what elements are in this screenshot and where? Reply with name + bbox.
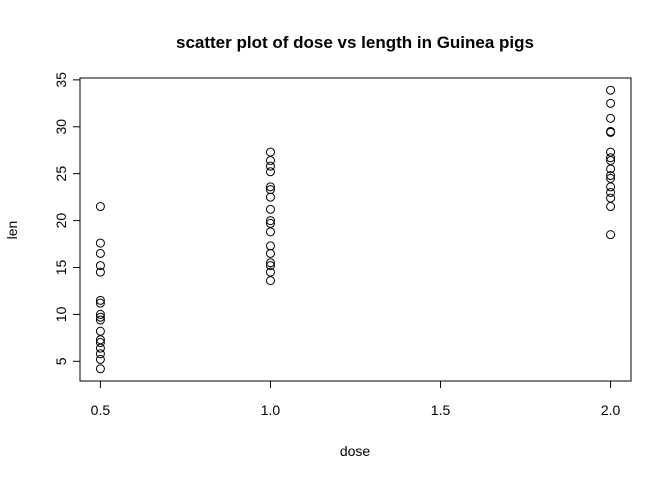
data-point — [606, 147, 616, 157]
data-point — [95, 309, 105, 319]
data-point — [606, 126, 616, 136]
y-axis: 5 10 15 20 25 30 35 — [53, 72, 81, 365]
data-point — [95, 364, 105, 374]
data-point — [95, 312, 105, 322]
data-point — [265, 192, 275, 202]
data-point — [265, 276, 275, 286]
data-point — [265, 216, 275, 226]
data-point — [606, 85, 616, 95]
x-tick-label: 0.5 — [91, 402, 111, 418]
data-point — [606, 153, 616, 163]
x-tick-label: 2.0 — [601, 402, 621, 418]
y-tick-label: 10 — [53, 306, 69, 322]
data-point — [265, 167, 275, 177]
x-axis-label: dose — [340, 443, 371, 459]
data-point — [606, 202, 616, 212]
data-point — [95, 261, 105, 271]
data-point — [606, 230, 616, 240]
data-point — [265, 241, 275, 251]
data-points — [95, 85, 616, 374]
data-point — [606, 193, 616, 203]
y-tick-label: 5 — [53, 357, 69, 365]
plot-area-box — [79, 77, 632, 382]
data-point — [265, 261, 275, 271]
y-tick-label: 20 — [53, 213, 69, 229]
data-point — [265, 248, 275, 258]
data-point — [265, 227, 275, 237]
data-point — [95, 354, 105, 364]
data-point — [265, 182, 275, 192]
x-tick-label: 1.0 — [261, 402, 281, 418]
x-axis: 0.5 1.0 1.5 2.0 — [91, 380, 621, 418]
data-point — [265, 204, 275, 214]
data-point — [265, 267, 275, 277]
data-point — [265, 147, 275, 157]
data-point — [95, 298, 105, 308]
y-tick-label: 15 — [53, 259, 69, 275]
data-point — [95, 326, 105, 336]
y-tick-label: 30 — [53, 119, 69, 135]
data-point — [265, 218, 275, 228]
data-point — [95, 295, 105, 305]
data-point — [95, 315, 105, 325]
data-point — [95, 248, 105, 258]
y-axis-label: len — [4, 221, 20, 240]
chart-title: scatter plot of dose vs length in Guinea… — [176, 33, 534, 52]
x-tick-label: 1.5 — [431, 402, 451, 418]
data-point — [95, 338, 105, 348]
data-point — [606, 113, 616, 123]
y-tick-label: 25 — [53, 166, 69, 182]
y-tick-label: 35 — [53, 72, 69, 88]
data-point — [606, 173, 616, 183]
data-point — [95, 202, 105, 212]
data-point — [606, 187, 616, 197]
data-point — [606, 171, 616, 181]
data-point — [265, 156, 275, 166]
data-point — [95, 349, 105, 359]
data-point — [265, 161, 275, 171]
data-point — [265, 185, 275, 195]
data-point — [606, 98, 616, 108]
data-point — [95, 238, 105, 248]
data-point — [95, 267, 105, 277]
data-point — [606, 182, 616, 192]
data-point — [265, 258, 275, 268]
